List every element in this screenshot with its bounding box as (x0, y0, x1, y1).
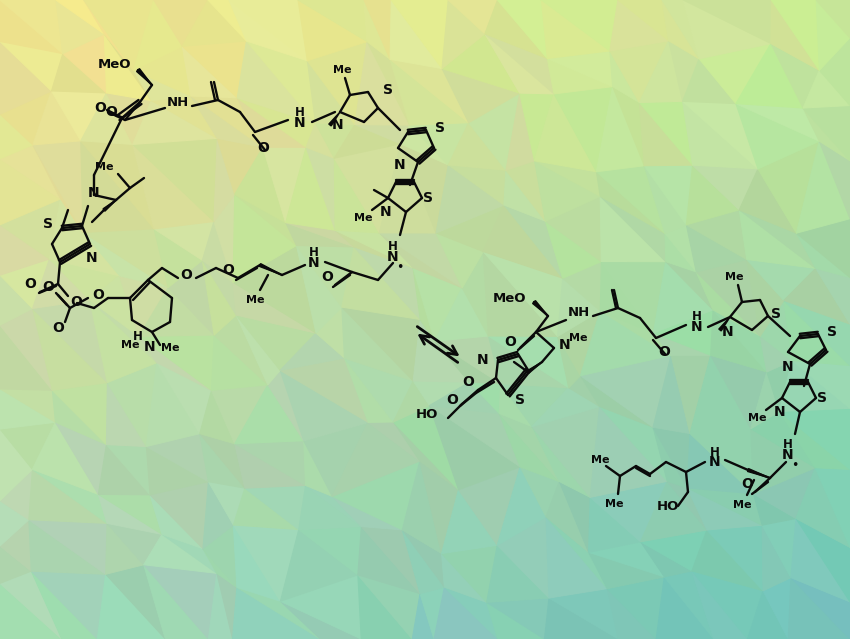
Text: O: O (42, 280, 54, 294)
Text: O: O (180, 268, 192, 282)
Text: N: N (309, 256, 320, 270)
Text: H: H (692, 311, 702, 323)
Text: •: • (791, 459, 799, 472)
Text: MeO: MeO (99, 59, 132, 72)
Text: Me: Me (748, 413, 766, 423)
Text: Me: Me (733, 500, 751, 510)
Text: S: S (827, 325, 837, 339)
Text: O: O (462, 375, 474, 389)
Text: N: N (294, 116, 306, 130)
Text: Me: Me (604, 499, 623, 509)
Text: N: N (774, 405, 785, 419)
Text: N: N (394, 158, 405, 172)
Text: N: N (477, 353, 489, 367)
Text: N: N (380, 205, 392, 219)
Text: Me: Me (94, 162, 113, 172)
Text: N: N (782, 448, 794, 462)
Text: O: O (52, 321, 64, 335)
Text: H: H (388, 240, 398, 252)
Text: O: O (24, 277, 36, 291)
Polygon shape (527, 362, 542, 373)
Text: N: N (709, 455, 721, 469)
Polygon shape (719, 317, 730, 331)
Text: N: N (782, 360, 794, 374)
Text: HO: HO (416, 408, 438, 420)
Text: Me: Me (332, 65, 351, 75)
Text: N: N (144, 340, 156, 354)
Polygon shape (137, 68, 152, 85)
Text: MeO: MeO (493, 291, 527, 305)
Text: NH: NH (167, 95, 189, 109)
Text: Me: Me (246, 295, 264, 305)
Text: HO: HO (657, 500, 679, 512)
Text: H: H (309, 247, 319, 259)
Text: S: S (817, 391, 827, 405)
Text: O: O (257, 141, 269, 155)
Text: O: O (105, 105, 117, 119)
Text: S: S (43, 217, 53, 231)
Text: H: H (710, 445, 720, 459)
Text: NH: NH (568, 305, 590, 318)
Text: O: O (658, 345, 670, 359)
Text: Me: Me (121, 340, 139, 350)
Text: N: N (388, 250, 399, 264)
Text: S: S (771, 307, 781, 321)
Text: S: S (435, 121, 445, 135)
Text: N: N (86, 251, 98, 265)
Text: O: O (446, 393, 458, 407)
Polygon shape (103, 200, 116, 211)
Text: O: O (94, 101, 106, 115)
Text: O: O (222, 263, 234, 277)
Text: O: O (92, 288, 104, 302)
Text: O: O (70, 295, 82, 309)
Text: H: H (783, 438, 793, 452)
Polygon shape (747, 468, 770, 478)
Text: N: N (88, 186, 99, 200)
Text: H: H (133, 330, 143, 344)
Polygon shape (533, 300, 548, 316)
Polygon shape (329, 112, 340, 126)
Polygon shape (259, 264, 282, 275)
Text: Me: Me (161, 343, 179, 353)
Text: S: S (515, 393, 525, 407)
Text: •: • (396, 261, 404, 275)
Text: S: S (383, 83, 393, 97)
Text: N: N (722, 325, 734, 339)
Text: N: N (332, 118, 343, 132)
Text: Me: Me (354, 213, 372, 223)
Text: Me: Me (569, 333, 587, 343)
Text: O: O (321, 270, 333, 284)
Text: N: N (691, 320, 703, 334)
Text: S: S (423, 191, 433, 205)
Text: Me: Me (591, 455, 609, 465)
Text: N: N (559, 338, 571, 352)
Text: H: H (295, 107, 305, 119)
Text: O: O (741, 477, 753, 491)
Text: Me: Me (725, 272, 743, 282)
Text: O: O (504, 335, 516, 349)
